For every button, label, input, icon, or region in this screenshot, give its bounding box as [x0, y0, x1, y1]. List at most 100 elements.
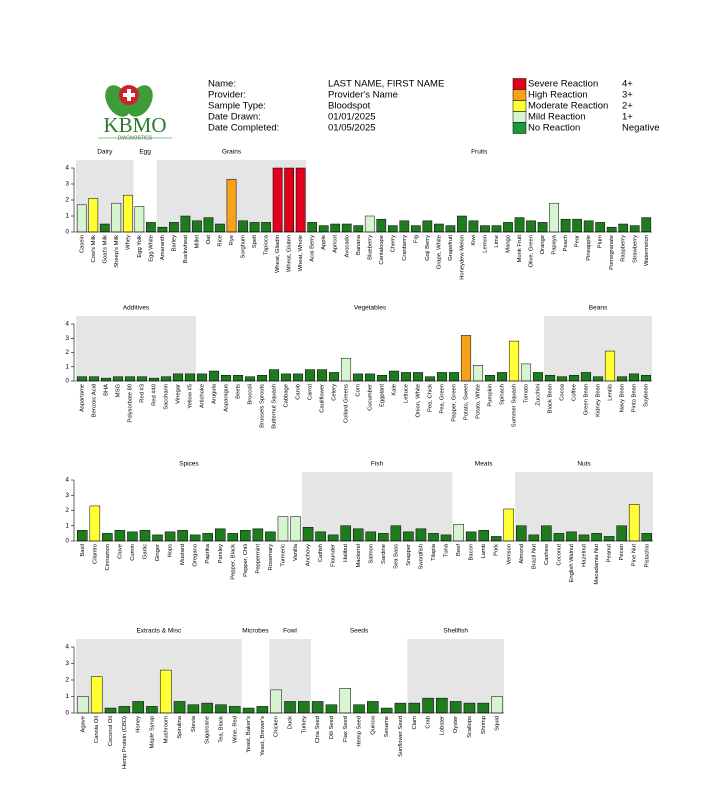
bar	[403, 531, 414, 542]
bar	[261, 222, 271, 233]
category-label: Watermelon	[644, 235, 650, 266]
category-label: Basil	[80, 544, 86, 557]
bar	[256, 375, 268, 382]
bar	[520, 363, 532, 382]
bar	[270, 689, 282, 714]
group-label: Additives	[123, 305, 150, 312]
bar	[415, 528, 427, 542]
category-label: Pinto Bean	[632, 384, 638, 412]
bar	[90, 676, 103, 714]
category-label: Kidney Bean	[596, 384, 602, 417]
bar	[460, 335, 472, 382]
category-label: Egg Yolk	[137, 235, 143, 258]
y-tick-label: 3	[65, 335, 69, 342]
bar	[580, 372, 592, 382]
bar	[111, 202, 122, 233]
bar	[311, 701, 324, 714]
bar	[238, 220, 248, 233]
field-value: 01/01/2025	[328, 112, 376, 123]
bar	[114, 530, 126, 542]
category-label: Hemp Seed	[357, 716, 363, 747]
bar	[365, 531, 377, 542]
category-label: Sheep's Milk	[114, 235, 120, 268]
category-label: Lobster	[439, 716, 445, 735]
bar	[434, 223, 444, 233]
category-label: Buckwheat	[183, 235, 189, 264]
category-label: Honeydew Melon	[459, 235, 465, 280]
bar	[468, 220, 479, 233]
bar	[124, 376, 136, 382]
group-label: Grains	[222, 149, 242, 156]
bar	[387, 225, 398, 233]
bar	[364, 215, 375, 233]
group-label: Seeds	[350, 628, 369, 635]
category-label: Shrimp	[481, 716, 487, 734]
category-label: Strawberry	[632, 235, 638, 263]
category-label: Pistachio	[644, 544, 650, 568]
bar	[380, 707, 393, 714]
category-label: Venison	[506, 544, 512, 565]
bar	[215, 704, 227, 714]
bar	[390, 525, 402, 542]
category-label: Apricot	[333, 235, 339, 253]
group-label: Vegetables	[354, 305, 387, 312]
bar	[412, 372, 424, 382]
bar	[77, 530, 88, 542]
category-label: Goji Berry	[425, 235, 431, 261]
bar	[328, 372, 340, 382]
bar	[102, 533, 113, 542]
bar	[127, 531, 138, 542]
field-value: Provider's Name	[328, 90, 398, 101]
category-label: Fig	[413, 235, 419, 243]
bar	[180, 215, 191, 233]
category-label: Bacon	[469, 544, 475, 560]
bar	[394, 702, 407, 714]
bar	[277, 516, 289, 542]
bar	[526, 220, 536, 233]
bar	[240, 530, 251, 542]
bar	[100, 377, 112, 382]
bar	[537, 222, 548, 233]
bar	[514, 217, 525, 233]
category-label: Halibut	[343, 544, 349, 562]
bar	[339, 688, 351, 714]
bar	[448, 372, 460, 382]
category-label: Acai Berry	[310, 235, 316, 262]
legend-level: 2+	[622, 101, 633, 112]
category-label: Coconut	[556, 544, 562, 566]
bar	[76, 204, 87, 233]
bar	[516, 525, 527, 542]
bar	[189, 534, 201, 542]
category-label: Pineapple	[586, 235, 592, 261]
category-label: Avocado	[344, 235, 350, 257]
category-label: Coconut Oil	[108, 716, 114, 746]
category-label: Cinnamon	[105, 544, 111, 570]
category-label: Sugarcane	[205, 716, 211, 744]
category-label: Raspberry	[621, 235, 627, 262]
category-label: Wine, Red	[232, 716, 238, 743]
bar	[472, 365, 484, 382]
category-label: Potato, White	[476, 384, 482, 419]
bar	[136, 376, 148, 382]
bar	[244, 376, 256, 382]
legend-swatch	[512, 89, 527, 101]
y-tick-label: 4	[65, 165, 69, 172]
category-label: Sorghum	[241, 235, 247, 259]
category-label: Mango	[506, 235, 512, 253]
bar	[408, 702, 421, 714]
category-label: Eggplant	[380, 384, 386, 407]
bar	[172, 373, 184, 382]
bar	[169, 222, 179, 233]
bar	[132, 701, 144, 714]
bar	[583, 220, 594, 233]
field-label: Provider:	[208, 90, 246, 101]
category-label: Tuna	[444, 543, 450, 557]
bar	[122, 194, 133, 233]
cross	[123, 93, 135, 97]
category-label: Squid	[495, 716, 501, 731]
y-tick-label: 3	[65, 492, 69, 499]
legend-label: High Reaction	[528, 90, 588, 101]
category-label: Cocoa	[560, 383, 566, 401]
category-label: Crab	[426, 716, 432, 729]
